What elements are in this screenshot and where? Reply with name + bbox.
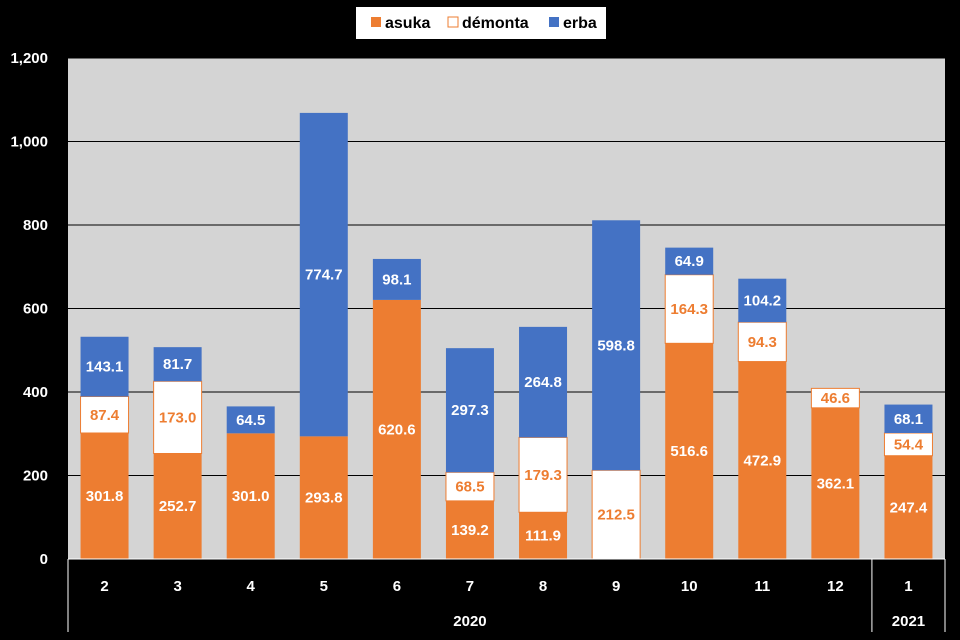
data-label-démonta: 173.0 bbox=[159, 409, 197, 426]
bar-segment-démonta bbox=[80, 396, 130, 434]
x-tick-label: 11 bbox=[754, 578, 770, 595]
bar-segment-asuka bbox=[738, 361, 787, 559]
y-tick-label: 800 bbox=[23, 217, 48, 234]
bar-segment-asuka bbox=[226, 433, 275, 559]
legend-swatch-asuka bbox=[371, 17, 381, 27]
legend-label-asuka: asuka bbox=[385, 15, 430, 32]
data-label-démonta: 164.3 bbox=[670, 301, 708, 318]
x-group-label: 2020 bbox=[453, 613, 486, 630]
data-label-erba: 598.8 bbox=[597, 337, 635, 354]
data-label-démonta: 46.6 bbox=[821, 390, 850, 407]
x-tick-label: 6 bbox=[393, 578, 401, 595]
bar-segment-démonta bbox=[737, 321, 787, 363]
bar-segment-asuka bbox=[80, 432, 129, 559]
bar-segment-asuka bbox=[884, 455, 933, 559]
x-tick-label: 2 bbox=[100, 578, 108, 595]
x-tick-label: 8 bbox=[539, 578, 547, 595]
data-label-démonta: 94.3 bbox=[748, 334, 777, 351]
data-label-erba: 64.5 bbox=[236, 412, 265, 429]
data-label-erba: 98.1 bbox=[382, 271, 411, 288]
bar-segment-asuka bbox=[445, 500, 494, 559]
x-tick-label: 10 bbox=[681, 578, 698, 595]
data-labels: 301.8 87.4 143.1 252.7 173.0 81.7 301.0 64.5 293… bbox=[86, 253, 928, 544]
legend: asuka démonta erba bbox=[356, 7, 606, 39]
data-label-erba: 68.1 bbox=[894, 411, 923, 428]
bar-segment-erba bbox=[592, 220, 641, 471]
bar-segment-erba bbox=[738, 278, 787, 323]
data-label-asuka: 301.0 bbox=[232, 488, 270, 505]
bar-segment-erba bbox=[884, 404, 933, 433]
x-tick-label: 7 bbox=[466, 578, 474, 595]
data-label-démonta: 179.3 bbox=[524, 467, 562, 484]
data-label-erba: 264.8 bbox=[524, 374, 562, 391]
x-tick-label: 3 bbox=[173, 578, 181, 595]
y-tick-label: 600 bbox=[23, 301, 48, 318]
data-label-démonta: 212.5 bbox=[597, 507, 635, 524]
bar-segment-asuka bbox=[372, 299, 421, 559]
y-tick-label: 1,000 bbox=[10, 134, 48, 151]
data-label-erba: 774.7 bbox=[305, 267, 343, 284]
x-tick-label: 4 bbox=[247, 578, 256, 595]
x-tick-label: 12 bbox=[827, 578, 844, 595]
data-label-démonta: 54.4 bbox=[894, 436, 924, 453]
legend-swatch-démonta bbox=[447, 16, 459, 28]
legend-box bbox=[356, 7, 606, 39]
data-label-asuka: 252.7 bbox=[159, 498, 197, 515]
legend-label-erba: erba bbox=[563, 15, 597, 32]
x-tick-label: 9 bbox=[612, 578, 620, 595]
bar-segment-erba bbox=[445, 348, 494, 473]
data-label-erba: 64.9 bbox=[675, 253, 704, 270]
y-tick-label: 1,200 bbox=[10, 50, 48, 67]
data-label-asuka: 247.4 bbox=[890, 499, 928, 516]
y-tick-label: 0 bbox=[40, 551, 48, 568]
bar-segment-erba bbox=[80, 336, 129, 397]
bar-segment-erba bbox=[519, 326, 568, 438]
data-label-asuka: 516.6 bbox=[670, 443, 708, 460]
data-label-erba: 297.3 bbox=[451, 402, 489, 419]
data-label-asuka: 293.8 bbox=[305, 490, 343, 507]
y-tick-label: 400 bbox=[23, 384, 48, 401]
x-tick-label: 5 bbox=[320, 578, 328, 595]
y-tick-label: 200 bbox=[23, 468, 48, 485]
bar-segment-démonta bbox=[153, 380, 203, 454]
bar-segment-erba bbox=[372, 258, 421, 300]
x-group-label: 2021 bbox=[892, 613, 925, 630]
data-label-démonta: 87.4 bbox=[90, 407, 120, 424]
bar-segment-asuka bbox=[299, 436, 348, 559]
bar-segment-erba bbox=[153, 347, 202, 382]
x-tick-label: 1 bbox=[904, 578, 912, 595]
data-label-asuka: 301.8 bbox=[86, 488, 124, 505]
data-label-asuka: 362.1 bbox=[817, 475, 855, 492]
data-label-démonta: 68.5 bbox=[455, 479, 484, 496]
data-label-erba: 104.2 bbox=[744, 292, 782, 309]
legend-label-démonta: démonta bbox=[462, 15, 529, 32]
bar-segment-démonta bbox=[664, 274, 714, 344]
bar-segment-erba bbox=[226, 406, 275, 434]
bar-segment-erba bbox=[665, 247, 714, 275]
bar-segment-erba bbox=[299, 112, 348, 437]
x-axis: 2 3 4 5 6 7 8 9 10 11 12 1 2020 2021 bbox=[67, 558, 946, 632]
bar-segment-asuka bbox=[519, 512, 568, 559]
bars bbox=[80, 112, 933, 560]
gridlines bbox=[68, 57, 945, 476]
y-axis: 0 200 400 600 800 1,000 1,200 bbox=[10, 50, 48, 568]
legend-swatch-erba bbox=[549, 17, 559, 27]
data-label-asuka: 620.6 bbox=[378, 421, 416, 438]
bar-segment-asuka bbox=[665, 343, 714, 559]
data-label-erba: 143.1 bbox=[86, 359, 124, 376]
data-label-erba: 81.7 bbox=[163, 356, 192, 373]
bar-segment-démonta bbox=[445, 471, 495, 502]
data-label-asuka: 139.2 bbox=[451, 522, 489, 539]
data-label-asuka: 472.9 bbox=[744, 452, 782, 469]
bar-segment-démonta bbox=[810, 387, 860, 409]
data-label-asuka: 111.9 bbox=[525, 528, 561, 545]
bar-segment-asuka bbox=[153, 453, 202, 559]
bar-segment-asuka bbox=[811, 407, 860, 559]
